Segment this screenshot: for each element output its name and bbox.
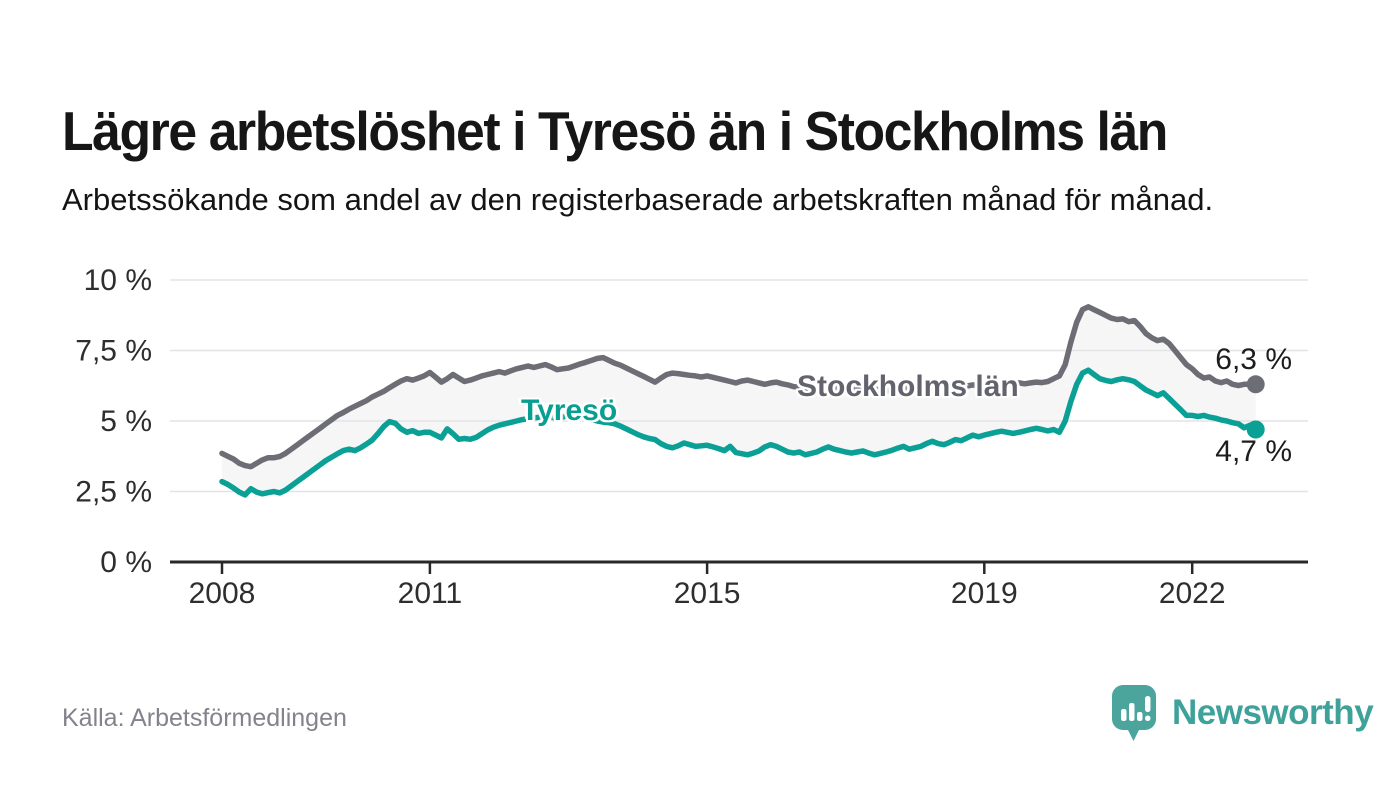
x-axis-label: 2019: [951, 577, 1018, 610]
newsworthy-logo: Newsworthy: [1112, 684, 1374, 744]
y-axis-label: 10 %: [84, 264, 152, 297]
x-axis-label: 2022: [1159, 577, 1226, 610]
chart-title: Lägre arbetslöshet i Tyresö än i Stockho…: [62, 99, 1168, 162]
stockholm-end-dot: [1246, 375, 1265, 394]
source-note: Källa: Arbetsförmedlingen: [62, 704, 347, 732]
stockholm-line-label: Stockholms län: [797, 370, 1019, 403]
y-axis-label: 7,5 %: [75, 335, 152, 368]
tyreso-line-label: Tyresö: [521, 394, 618, 427]
tyreso-end-dot: [1246, 420, 1265, 439]
stockholm-series-line: [219, 304, 1259, 470]
chart-subtitle: Arbetssökande som andel av den registerb…: [62, 182, 1214, 217]
x-axis-label: 2011: [398, 577, 463, 610]
between-lines-band: [222, 306, 1256, 495]
tyreso-end-value-label: 4,7 %: [1215, 435, 1292, 468]
stockholm-end-value-label: 6,3 %: [1215, 343, 1292, 376]
y-axis-label: 0 %: [100, 546, 152, 579]
x-axis-label: 2008: [189, 577, 256, 610]
newsworthy-logo-icon: [1112, 685, 1156, 741]
y-axis-label: 5 %: [100, 405, 152, 438]
x-axis-label: 2015: [674, 577, 741, 610]
y-axis-label: 2,5 %: [75, 476, 152, 509]
tyreso-series-line: [219, 367, 1259, 498]
newsworthy-wordmark: Newsworthy: [1172, 693, 1374, 732]
